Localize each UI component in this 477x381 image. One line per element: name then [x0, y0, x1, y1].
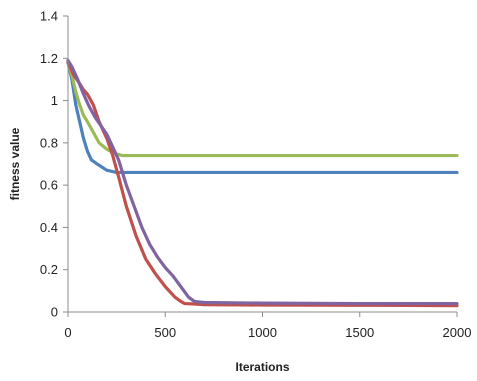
ticks: 0 0.2 0.4 0.6 0.8 1 1.2 1.4 0 500 1000 1500 2000	[40, 9, 472, 341]
y-tick-label: 0	[51, 305, 58, 320]
axes	[67, 16, 457, 313]
y-tick-label: 0.6	[40, 178, 58, 193]
y-tick-label: 0.4	[40, 220, 58, 235]
y-tick-label: 1	[51, 93, 58, 108]
series-line-4	[66, 58, 459, 306]
series-line-2	[66, 60, 459, 158]
x-tick-label: 1000	[248, 325, 277, 340]
x-tick-label: 1500	[345, 325, 374, 340]
x-axis-title: Iterations	[235, 360, 289, 374]
y-tick-label: 0.8	[40, 135, 58, 150]
y-tick-label: 1.4	[40, 9, 58, 24]
series-group	[66, 58, 459, 308]
series-line-3	[66, 60, 459, 308]
series-line-1	[66, 60, 459, 175]
x-tick-label: 500	[154, 325, 176, 340]
y-axis-title: fitness value	[8, 127, 22, 200]
x-tick-label: 0	[64, 325, 71, 340]
x-tick-label: 2000	[443, 325, 472, 340]
y-tick-label: 0.2	[40, 262, 58, 277]
y-tick-label: 1.2	[40, 51, 58, 66]
